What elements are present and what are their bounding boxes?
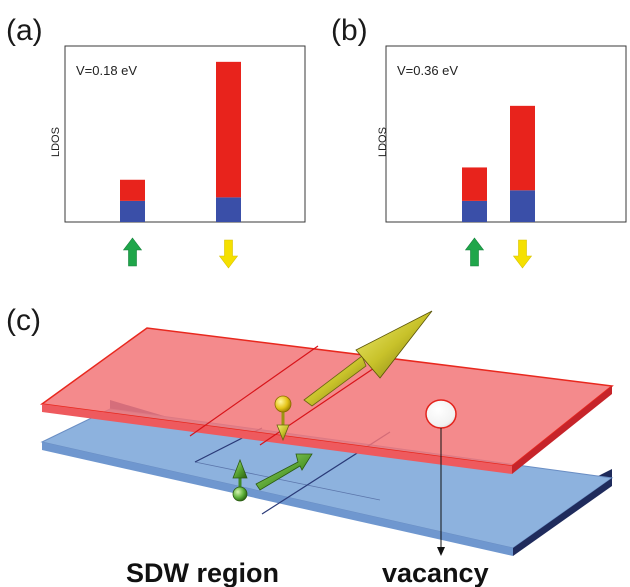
panel-b-ylabel: LDOS [377, 127, 389, 157]
green-atom [232, 486, 248, 502]
upper-spins [274, 310, 433, 442]
panel-a-frame [64, 45, 306, 223]
top-sheet-front-face [42, 404, 512, 474]
green-spin-arrowhead [232, 458, 248, 479]
lower-spins [232, 453, 313, 502]
yellow-spin-arrowhead [276, 424, 290, 442]
bottom-sheet-dark-edge [513, 478, 612, 556]
bottom-sheet-front-face [42, 442, 513, 556]
panel-b-energy-label: V=0.36 eV [397, 63, 458, 78]
panel-a-down-bar-red [216, 61, 241, 198]
top-sheet-side-face [512, 386, 612, 474]
panel-a-up-bar-red [120, 179, 145, 201]
panel-b-up-bar-red [462, 167, 487, 201]
panel-a-bars [120, 61, 241, 222]
panel-b-down-bar-blue [510, 190, 535, 222]
panel-a-ylabel: LDOS [50, 127, 62, 157]
vacancy-label: vacancy [382, 558, 489, 587]
vacancy-marker [425, 399, 457, 556]
panel-b-tag: (b) [331, 14, 368, 47]
panel-b-up-bar-blue [462, 200, 487, 222]
yellow-atom [274, 395, 292, 413]
vacancy-site [425, 399, 457, 429]
yellow-spin-cone [355, 310, 433, 379]
panel-b-frame [385, 45, 627, 223]
panel-a-spin-up-arrow-icon [122, 237, 143, 267]
panel-a-tag: (a) [6, 14, 43, 47]
panel-a-up-bar-blue [120, 200, 145, 222]
panel-b-spin-arrows [464, 237, 533, 269]
bottom-sheet [40, 400, 614, 556]
panel-a-energy-label: V=0.18 eV [76, 63, 137, 78]
panel-a-down-bar-blue [216, 197, 241, 222]
panel-b-spin-up-arrow-icon [464, 237, 485, 267]
green-spin-vector [255, 453, 313, 491]
panel-b-down-bar-red [510, 105, 535, 191]
sdw-region-label: SDW region [126, 558, 279, 587]
panel-a-spin-down-arrow-icon [218, 239, 239, 269]
panel-b-bars [462, 105, 535, 222]
top-sheet [40, 327, 614, 474]
bottom-sheet-sdw-line-3 [194, 461, 381, 501]
top-sheet-sdw-line-1 [189, 345, 319, 437]
panel-c-tag: (c) [6, 304, 41, 337]
yellow-spin-shaft [303, 355, 367, 407]
vacancy-pointer-arrowhead [437, 547, 445, 556]
panel-b-spin-down-arrow-icon [512, 239, 533, 269]
panel-a-spin-arrows [122, 237, 239, 269]
